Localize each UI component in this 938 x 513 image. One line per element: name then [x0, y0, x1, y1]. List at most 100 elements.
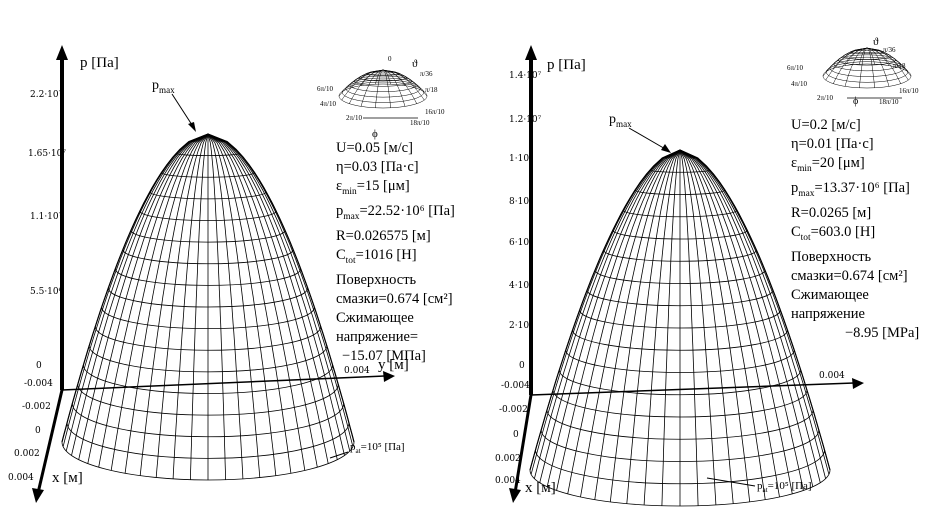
right-ytick: 2·10⁶	[509, 321, 533, 331]
right-y-axis-arrow	[852, 378, 864, 389]
left-inset-label: 18π/10	[410, 119, 430, 127]
mesh-meridian	[207, 133, 292, 474]
left-pmax-label: pmax	[152, 78, 175, 95]
mesh-meridian	[207, 133, 261, 478]
inset-meridian	[382, 69, 425, 93]
mesh-meridian	[609, 149, 681, 502]
inset-ring	[837, 54, 897, 66]
mesh-meridian	[207, 133, 338, 460]
inset-meridian	[866, 47, 875, 88]
right-inset-label: 18π/10	[879, 98, 899, 106]
right-ytick: -0.002	[499, 405, 528, 415]
left-ytick: 1.65·10⁷	[28, 149, 66, 159]
mesh-meridian	[679, 149, 699, 506]
inset-meridian	[382, 69, 417, 104]
mesh-meridian	[643, 149, 681, 506]
right-param-stress-value: −8.95 [МРа]	[845, 324, 920, 341]
left-ytick: 1.1·10⁷	[30, 212, 63, 222]
left-inset-label: 2π/10	[346, 114, 362, 122]
mesh-meridian	[556, 149, 681, 491]
left-pmax-arrow	[188, 122, 196, 132]
mesh-meridian	[207, 133, 277, 476]
right-ytick: 1·10⁷	[509, 154, 533, 164]
left-ytick: 0	[36, 361, 42, 371]
left-inset-label: 16π/10	[425, 108, 445, 116]
right-inset-label: 6π/10	[787, 64, 803, 72]
right-ytick: 8·10⁶	[509, 197, 533, 207]
inset-meridian	[844, 47, 868, 66]
inset-meridian	[382, 69, 391, 108]
right-param-viscosity: η=0.01 [Па·с]	[791, 136, 874, 152]
mesh-meridian	[110, 133, 209, 471]
left-param-load: Ctot=1016 [Н]	[336, 246, 417, 266]
inset-meridian	[866, 47, 909, 81]
left-param-stress: Сжимающее	[336, 309, 414, 326]
left-parameter-list: U=0.05 [м/с] η=0.03 [Па·с] εmin=15 [μм] …	[336, 139, 455, 366]
mesh-meridian	[679, 149, 814, 487]
left-param-min-film: εmin=15 [μм]	[336, 178, 410, 197]
mesh-meridian	[679, 149, 751, 502]
inset-meridian	[360, 69, 384, 107]
right-ytick: 0	[519, 361, 525, 371]
right-x-axis	[513, 394, 533, 494]
inset-ring	[338, 83, 428, 109]
mesh-meridian	[626, 149, 681, 504]
mesh-meridian	[567, 149, 681, 494]
left-param-stress-value: −15.07 [МПа]	[342, 347, 426, 364]
mesh-meridian	[155, 133, 209, 478]
mesh-meridian	[61, 133, 209, 443]
mesh-meridian	[539, 149, 681, 483]
inset-meridian	[866, 47, 901, 69]
right-param-surface: Поверхность	[791, 248, 872, 265]
inset-meridian	[382, 69, 417, 89]
mesh-outline	[61, 133, 209, 443]
left-param-surface-value: смазки=0.674 [см²]	[336, 290, 453, 307]
mesh-meridian	[71, 133, 209, 456]
left-inset-label: π/18	[425, 86, 438, 94]
left-param-surface: Поверхность	[336, 271, 417, 288]
mesh-meridian	[207, 133, 306, 471]
right-param-pmax: pmax=13.37·10⁶ [Па]	[791, 179, 910, 199]
right-ytick: 6·10⁶	[509, 238, 533, 248]
left-inset-label: 6π/10	[317, 85, 333, 93]
left-ytick: -0.002	[22, 402, 51, 412]
right-param-velocity: U=0.2 [м/с]	[791, 117, 861, 133]
mesh-meridian	[172, 133, 209, 479]
left-inset-label: 0	[388, 55, 392, 63]
left-y-axis	[61, 375, 386, 391]
left-ytick: -0.004	[24, 379, 53, 389]
left-x-axis-arrow	[32, 488, 44, 503]
mesh-outline	[529, 149, 681, 471]
mesh-meridian	[679, 149, 830, 475]
left-mesh-grid	[61, 133, 355, 481]
right-inset-hemisphere	[822, 47, 912, 99]
inset-meridian	[866, 47, 890, 87]
right-pressure-surface	[509, 45, 912, 507]
inset-meridian	[360, 69, 384, 86]
right-ytick: 1.4·10⁷	[509, 71, 542, 81]
left-patm-leader	[329, 451, 349, 459]
right-y-axis	[530, 382, 855, 396]
left-param-radius: R=0.026575 [м]	[336, 227, 431, 244]
right-patm-label: pat=10⁵ [Па]	[757, 480, 812, 495]
inset-ring	[342, 81, 424, 103]
mesh-meridian	[207, 133, 345, 456]
right-x-axis-arrow	[509, 488, 521, 503]
mesh-meridian	[207, 133, 351, 452]
left-param-pmax: pmax=22.52·10⁶ [Па]	[336, 202, 455, 222]
left-ytick: 0.002	[14, 449, 40, 459]
right-param-radius: R=0.0265 [м]	[791, 204, 872, 221]
left-inset-label: 4π/10	[320, 100, 336, 108]
inset-meridian	[375, 69, 384, 108]
left-x-axis	[36, 389, 64, 494]
right-p-axis-label: p [Па]	[547, 57, 586, 73]
mesh-meridian	[679, 149, 717, 506]
right-patm-leader	[706, 477, 756, 487]
inset-meridian	[859, 47, 868, 88]
mesh-meridian	[62, 133, 209, 447]
inset-meridian	[341, 69, 384, 93]
mesh-outline	[679, 149, 831, 471]
right-ytick: 4·10⁶	[509, 281, 533, 291]
mesh-meridian	[124, 133, 209, 474]
right-mesh-grid	[529, 149, 831, 507]
